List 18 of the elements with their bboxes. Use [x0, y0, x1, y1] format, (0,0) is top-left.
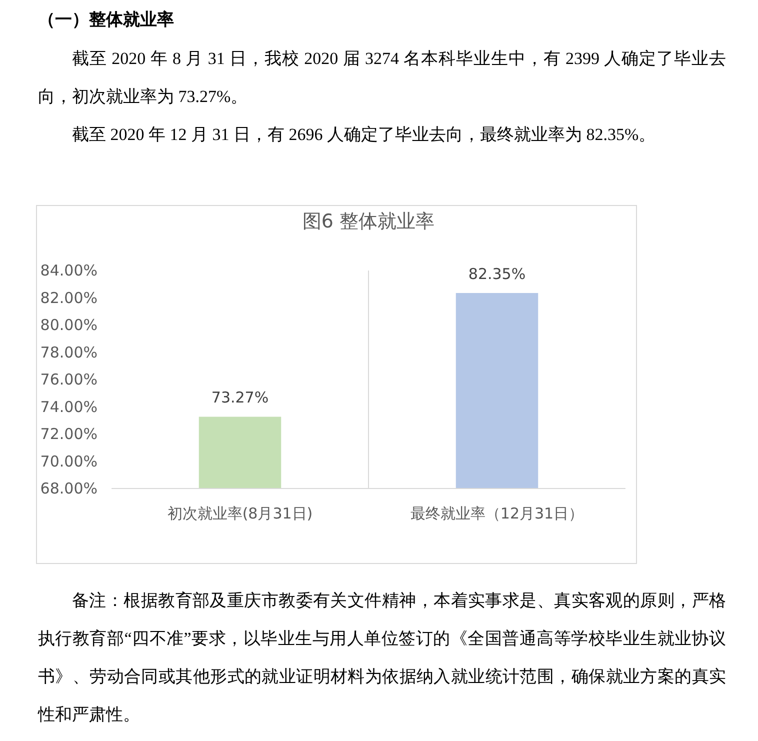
y-tick-label: 76.00% — [40, 370, 98, 388]
y-tick-label: 78.00% — [40, 343, 98, 362]
text: 截至 2020 年 12 月 31 日，有 2696 人确定了毕业去向，最终就业率为 82.35%。 — [71, 124, 657, 146]
text: 截至 2020 年 8 月 31 日，我校 2020 届 3274 名本科毕业生中，有 2399 人确定了毕业去向，初次就业率为 73.27%。 — [38, 48, 726, 108]
x-tick-label: 初次就业率(8月31日) — [167, 504, 313, 522]
x-tick-label: 最终就业率（12月31日） — [410, 504, 584, 522]
y-tick-label: 74.00% — [40, 398, 98, 416]
data-label: 82.35% — [468, 264, 526, 283]
text: 备注：根据教育部及重庆市教委有关文件精神，本着实事求是、真实客观的原则，严格执行教育部“四不准”要求，以毕业生与用人单位签订的《全国普通高等学校毕业生就业协议书》、劳动合同或其他形式的就业证明材料为依据纳入就业统计范围，确保就业方案的真实性和严肃性。 — [38, 590, 726, 726]
text: （一）整体就业率 — [38, 9, 175, 32]
data-label: 73.27% — [211, 388, 269, 407]
y-tick-label: 70.00% — [40, 452, 98, 470]
y-tick-label: 84.00% — [40, 262, 98, 280]
y-tick-label: 82.00% — [40, 288, 98, 307]
y-tick-label: 80.00% — [40, 316, 98, 334]
chart-title: 图6 整体就业率 — [302, 210, 435, 232]
y-tick-label: 68.00% — [40, 480, 98, 498]
y-tick-label: 72.00% — [40, 425, 98, 443]
